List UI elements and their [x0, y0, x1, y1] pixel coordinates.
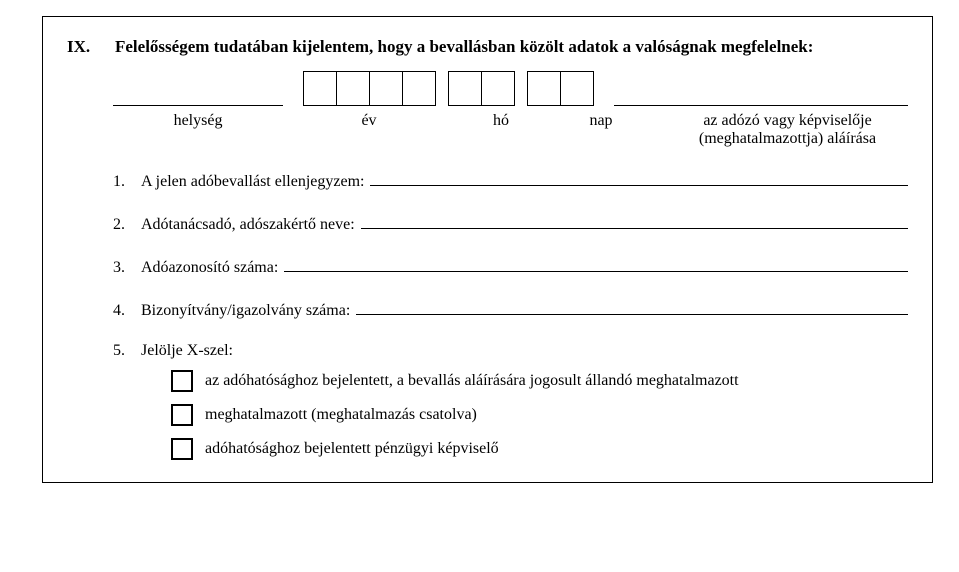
day-box-1[interactable] [527, 71, 561, 106]
item-1-num: 1. [113, 173, 141, 191]
item-3-text: Adóazonosító száma: [141, 259, 284, 277]
item-3-line[interactable] [284, 256, 908, 272]
place-input-line[interactable] [113, 71, 283, 106]
date-boxes [303, 71, 594, 106]
label-day: nap [567, 112, 635, 148]
item-4-line[interactable] [356, 299, 908, 315]
checkbox-3[interactable] [171, 438, 193, 460]
checkbox-2[interactable] [171, 404, 193, 426]
form-section: IX. Felelősségem tudatában kijelentem, h… [42, 16, 933, 483]
item-4: 4. Bizonyítvány/igazolvány száma: [113, 299, 908, 320]
label-year: év [303, 112, 435, 148]
month-boxes [448, 71, 515, 106]
day-box-2[interactable] [560, 71, 594, 106]
label-signer: az adózó vagy képviselője (meghatalmazot… [667, 112, 908, 148]
section-roman: IX. [67, 37, 99, 57]
item-3-num: 3. [113, 259, 141, 277]
item-5-num: 5. [113, 342, 141, 360]
date-labels-row: helység év hó nap az adózó vagy képvisel… [113, 112, 908, 148]
check-row-1: az adóhatósághoz bejelentett, a bevallás… [171, 370, 908, 392]
label-month: hó [467, 112, 535, 148]
item-5-text: Jelölje X-szel: [141, 342, 239, 360]
year-box-2[interactable] [336, 71, 370, 106]
item-3: 3. Adóazonosító száma: [113, 256, 908, 277]
checkbox-group: az adóhatósághoz bejelentett, a bevallás… [171, 370, 908, 460]
item-4-num: 4. [113, 302, 141, 320]
check-label-1: az adóhatósághoz bejelentett, a bevallás… [205, 372, 739, 390]
item-1-text: A jelen adóbevallást ellenjegyzem: [141, 173, 370, 191]
item-4-text: Bizonyítvány/igazolvány száma: [141, 302, 356, 320]
section-header: IX. Felelősségem tudatában kijelentem, h… [67, 37, 908, 57]
check-row-2: meghatalmazott (meghatalmazás csatolva) [171, 404, 908, 426]
item-2: 2. Adótanácsadó, adószakértő neve: [113, 213, 908, 234]
item-2-num: 2. [113, 216, 141, 234]
section-title: Felelősségem tudatában kijelentem, hogy … [115, 37, 813, 57]
check-label-3: adóhatósághoz bejelentett pénzügyi képvi… [205, 440, 499, 458]
item-2-line[interactable] [361, 213, 908, 229]
item-1: 1. A jelen adóbevallást ellenjegyzem: [113, 170, 908, 191]
label-signer-line1: az adózó vagy képviselője [703, 112, 871, 129]
label-place: helység [113, 112, 283, 148]
checkbox-1[interactable] [171, 370, 193, 392]
date-signature-row [113, 71, 908, 106]
year-boxes [303, 71, 436, 106]
year-box-1[interactable] [303, 71, 337, 106]
item-2-text: Adótanácsadó, adószakértő neve: [141, 216, 361, 234]
item-1-line[interactable] [370, 170, 908, 186]
year-box-4[interactable] [402, 71, 436, 106]
signature-input-line[interactable] [614, 71, 908, 106]
year-box-3[interactable] [369, 71, 403, 106]
day-boxes [527, 71, 594, 106]
check-row-3: adóhatósághoz bejelentett pénzügyi képvi… [171, 438, 908, 460]
month-box-1[interactable] [448, 71, 482, 106]
month-box-2[interactable] [481, 71, 515, 106]
item-5: 5. Jelölje X-szel: [113, 342, 908, 360]
label-signer-line2: (meghatalmazottja) aláírása [699, 130, 876, 147]
check-label-2: meghatalmazott (meghatalmazás csatolva) [205, 406, 477, 424]
